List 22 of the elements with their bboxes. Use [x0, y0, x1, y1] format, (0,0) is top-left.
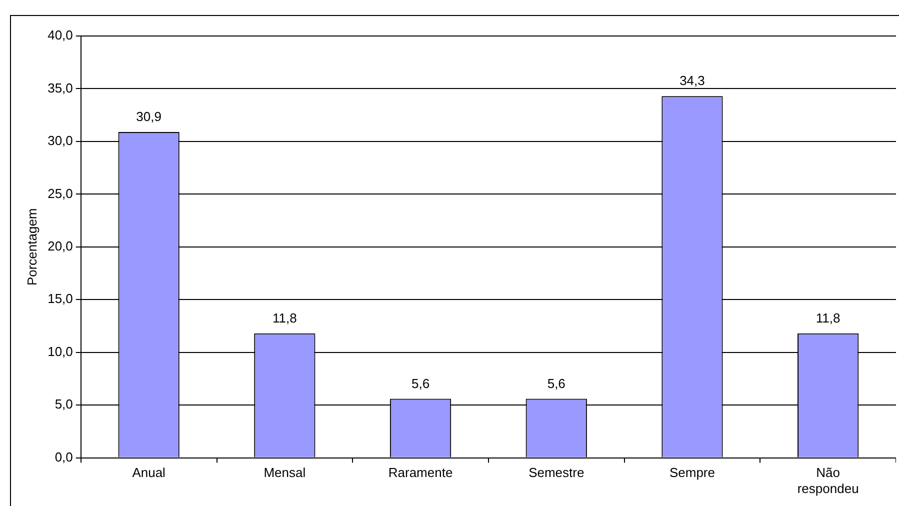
- y-tick-label: 20,0: [48, 238, 73, 254]
- y-tick-label: 15,0: [48, 291, 73, 306]
- x-tick-label: Semestre: [528, 465, 584, 480]
- y-tick-label: 35,0: [48, 80, 73, 96]
- data-label: 30,9: [136, 109, 162, 124]
- data-label: 5,6: [547, 376, 566, 391]
- y-tick-label: 30,0: [48, 133, 73, 148]
- y-tick-label: 0,0: [54, 449, 73, 464]
- data-label: 11,8: [272, 310, 297, 326]
- y-tick-label: 5,0: [54, 396, 73, 412]
- data-label: 34,3: [680, 73, 705, 88]
- data-label: 11,8: [816, 310, 840, 326]
- y-tick-label: 25,0: [48, 186, 73, 201]
- y-tick-label: 40,0: [48, 28, 73, 43]
- x-tick-label: Anual: [132, 465, 166, 480]
- y-tick-label: 10,0: [48, 344, 73, 359]
- x-tick-label: Sempre: [669, 465, 715, 480]
- data-label: 5,6: [411, 376, 430, 391]
- x-tick-label: Mensal: [264, 465, 306, 480]
- y-axis-title: Porcentagem: [24, 208, 40, 286]
- x-tick-label: Raramente: [388, 465, 453, 480]
- x-tick-label: Não respondeu: [797, 465, 859, 496]
